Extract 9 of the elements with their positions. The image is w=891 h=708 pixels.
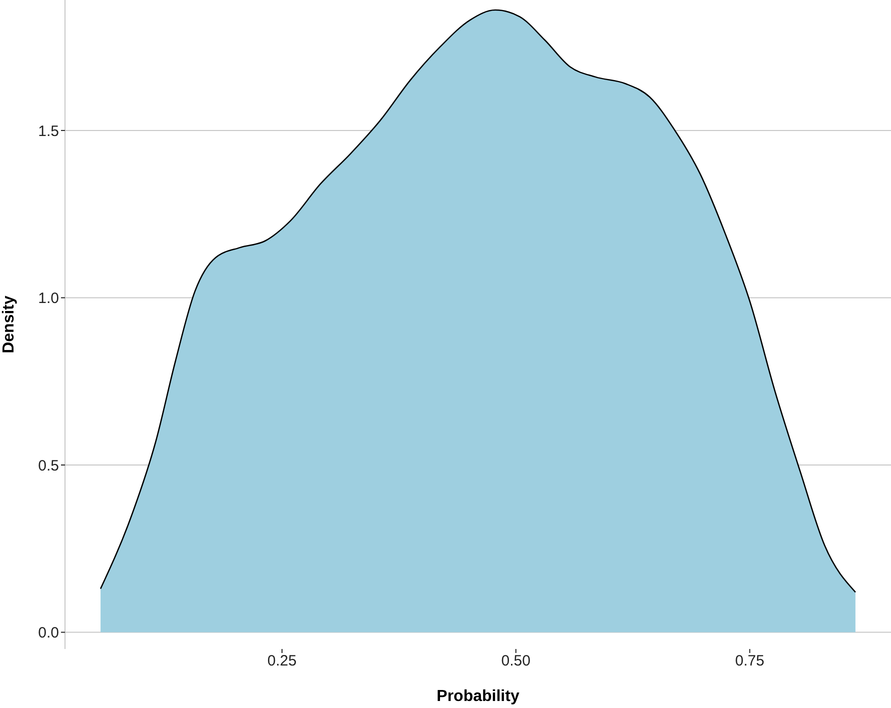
y-tick-label: 0.0 xyxy=(38,624,59,642)
x-axis-title: Probability xyxy=(436,688,520,705)
y-tick-label: 0.5 xyxy=(38,457,59,474)
y-tick-label: 1.5 xyxy=(38,122,59,140)
x-tick-label: 0.75 xyxy=(735,652,764,670)
x-tick-label: 0.50 xyxy=(501,652,530,670)
x-tick-label: 0.25 xyxy=(267,652,297,670)
y-tick-label: 1.0 xyxy=(38,290,59,308)
y-axis-title: Density xyxy=(0,296,18,354)
